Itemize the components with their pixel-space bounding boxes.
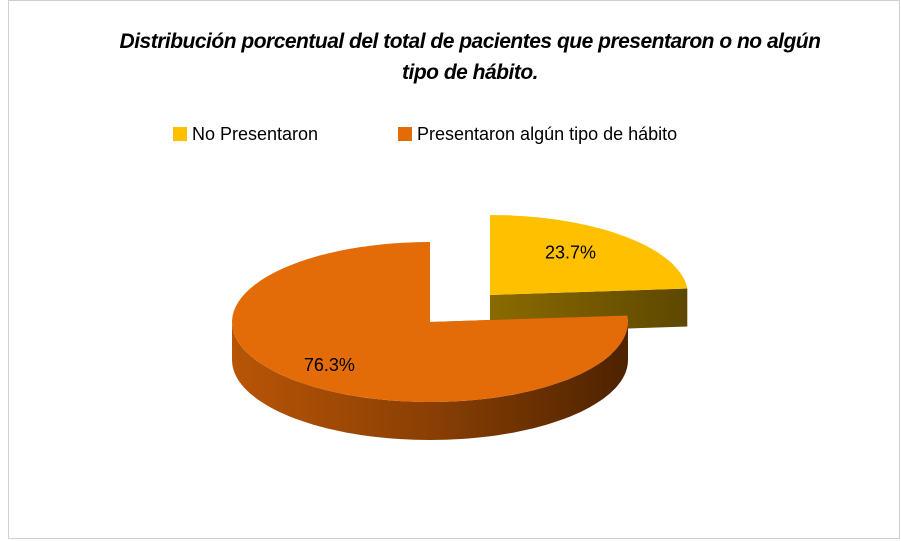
- data-label: 76.3%: [304, 355, 355, 375]
- legend-label: Presentaron algún tipo de hábito: [417, 124, 677, 144]
- chart-border: [8, 0, 900, 539]
- data-label: 23.7%: [545, 242, 596, 262]
- pie-slice: [232, 242, 628, 402]
- legend-swatch: [398, 127, 412, 141]
- pie-slice: [490, 215, 688, 295]
- legend-label: No Presentaron: [192, 124, 318, 144]
- legend-swatch: [173, 127, 187, 141]
- chart-title: Distribución porcentual del total de pac…: [119, 30, 821, 84]
- slice-side: [232, 322, 628, 440]
